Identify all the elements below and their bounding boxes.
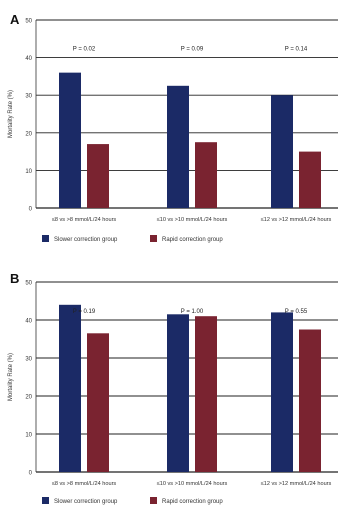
y-tick-label: 0 — [29, 471, 33, 477]
p-value-label: P = 0.02 — [73, 47, 96, 53]
bar-slower — [271, 312, 293, 472]
category-label: ≤12 vs >12 mmol/L/24 hours — [261, 217, 332, 223]
bar-rapid — [87, 144, 109, 208]
bar-rapid — [87, 333, 109, 472]
legend-label: Slower correction group — [54, 499, 118, 505]
bar-slower — [167, 85, 189, 208]
y-tick-label: 40 — [25, 319, 32, 325]
p-value-label: P = 0.14 — [285, 47, 308, 53]
p-value-label: P = 0.09 — [181, 47, 204, 53]
bar-slower — [59, 304, 81, 472]
y-tick-label: 10 — [25, 169, 32, 175]
category-label: ≤10 vs >10 mmol/L/24 hours — [157, 217, 228, 223]
y-tick-label: 30 — [25, 94, 32, 100]
p-value-label: P = 0.55 — [285, 309, 308, 315]
legend-label: Rapid correction group — [162, 499, 223, 505]
bar-rapid — [299, 151, 321, 208]
y-tick-label: 20 — [25, 395, 32, 401]
y-tick-label: 10 — [25, 433, 32, 439]
legend-label: Rapid correction group — [162, 237, 223, 243]
bar-rapid — [299, 329, 321, 472]
p-value-label: P = 1.00 — [181, 309, 204, 315]
bar-slower — [167, 314, 189, 472]
category-label: ≤8 vs >8 mmol/L/24 hours — [52, 217, 117, 223]
legend-swatch-slower — [42, 497, 49, 504]
bar-rapid — [195, 142, 217, 208]
legend-swatch-rapid — [150, 235, 157, 242]
y-tick-label: 40 — [25, 56, 32, 62]
bar-rapid — [195, 316, 217, 472]
p-value-label: P = 0.19 — [73, 309, 96, 315]
category-label: ≤10 vs >10 mmol/L/24 hours — [157, 481, 228, 487]
y-tick-label: 20 — [25, 131, 32, 137]
legend-swatch-slower — [42, 235, 49, 242]
panel-label: A — [10, 12, 20, 27]
y-tick-label: 0 — [29, 207, 33, 213]
category-label: ≤8 vs >8 mmol/L/24 hours — [52, 481, 117, 487]
legend-swatch-rapid — [150, 497, 157, 504]
y-tick-label: 50 — [25, 19, 32, 25]
category-label: ≤12 vs >12 mmol/L/24 hours — [261, 481, 332, 487]
bar-slower — [59, 72, 81, 208]
panel-label: B — [10, 271, 19, 286]
y-axis-label: Mortality Rate (%) — [8, 353, 14, 401]
y-axis-label: Mortality Rate (%) — [8, 90, 14, 138]
y-tick-label: 50 — [25, 281, 32, 287]
y-tick-label: 30 — [25, 357, 32, 363]
bar-slower — [271, 95, 293, 208]
legend-label: Slower correction group — [54, 237, 118, 243]
